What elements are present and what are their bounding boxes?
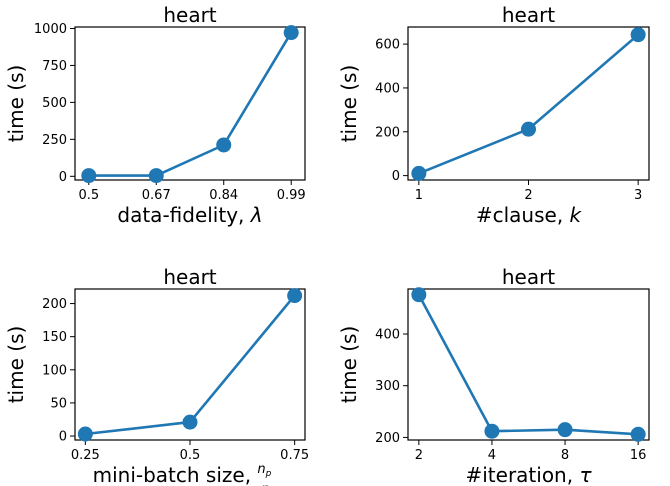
y-tick-label: 600 [375,38,400,53]
data-point [484,423,500,439]
data-point [630,426,646,442]
chart-title: heart [163,265,216,289]
y-tick-label: 400 [375,327,400,342]
x-tick-label: 0.5 [78,188,99,203]
data-point [148,168,164,184]
y-axis-label: time (s) [4,326,28,404]
x-tick-label: 1 [415,188,423,203]
x-axis-label-symbol: k [570,203,583,227]
y-tick-label: 500 [42,96,67,111]
x-tick-label: 0.67 [142,188,171,203]
x-axis-label-text: mini-batch size, [93,463,258,486]
x-axis-label-numerator: n [257,462,265,477]
y-tick-label: 300 [375,379,400,394]
x-axis-label: data-fidelity, λ [117,203,262,227]
x-axis-label: #iteration, τ [465,463,592,486]
y-tick-label: 200 [375,431,400,446]
y-tick-label: 150 [42,330,67,345]
data-point [411,287,427,303]
data-point [283,25,299,41]
chart-panel-2: heart 0 200 400 600 1 2 3 time (s) #clause, k [337,3,650,227]
data-point [521,121,536,137]
y-tick-label: 400 [375,81,400,96]
data-point [557,422,573,438]
data-point [411,165,427,181]
x-axis-label-symbol: τ [579,463,592,486]
y-tick-label: 250 [42,133,67,148]
y-tick-label: 200 [375,125,400,140]
y-tick-label: 200 [42,297,67,312]
chart-title: heart [502,3,555,27]
x-axis-label-text: #clause, [476,203,570,227]
chart-panel-4: heart 200 300 400 2 4 8 16 time (s) #iteration, τ [337,265,650,486]
x-tick-label: 0.25 [71,448,100,463]
y-tick-label: 0 [392,169,400,184]
x-tick-label: 2 [415,448,423,463]
x-axis-label-denominator: n [261,482,269,486]
y-tick-label: 100 [42,363,67,378]
data-point [182,414,198,430]
chart-title: heart [502,265,555,289]
plot-frame [74,26,306,181]
y-tick-label: 50 [50,396,67,411]
series-line [418,33,640,175]
series-line [88,31,293,177]
x-tick-label: 0.84 [209,188,238,203]
plot-frame [407,288,650,441]
chart-title: heart [163,3,216,27]
x-tick-label: 8 [561,448,569,463]
x-axis-label-text: data-fidelity, [117,203,250,227]
y-tick-label: 1000 [34,22,67,37]
y-tick-label: 750 [42,59,67,74]
data-point [216,137,232,153]
plot-frame [407,26,650,181]
x-tick-label: 4 [488,448,496,463]
series-line [85,294,296,436]
data-point [630,27,646,43]
y-axis-label: time (s) [337,326,361,404]
x-tick-label: 2 [524,188,532,203]
y-axis-label: time (s) [337,65,361,143]
y-tick-label: 0 [59,170,67,185]
x-axis-label-text: #iteration, [465,463,579,486]
x-tick-label: 0.99 [277,188,306,203]
chart-panel-1: heart 0 250 500 750 1000 0.5 0.67 0.84 0.99 time (… [4,3,306,227]
x-tick-label: 0.5 [180,448,201,463]
x-axis-label-numerator-sub: p [265,469,272,479]
data-point [81,168,97,184]
x-tick-label: 0.75 [280,448,309,463]
chart-panel-3: heart 0 50 100 150 200 0.25 0.5 0.75 time (s) mini… [4,265,309,486]
data-point [77,426,93,442]
y-tick-label: 0 [59,430,67,445]
series-line [417,294,639,436]
x-tick-label: 16 [630,448,647,463]
x-axis-label: mini-batch size, npn [93,462,272,486]
x-tick-label: 3 [634,188,642,203]
y-axis-label: time (s) [4,65,28,143]
x-axis-label-symbol: λ [250,203,263,227]
data-point [287,288,303,304]
x-axis-label: #clause, k [476,203,583,227]
